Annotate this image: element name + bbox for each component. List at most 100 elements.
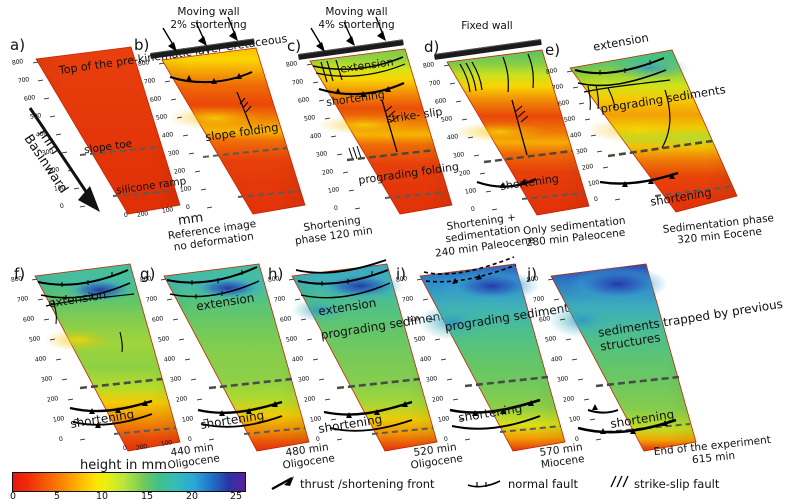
panel-f-normal-fault-ticks-2: [65, 293, 93, 300]
panel-h-normal-fault-1: [295, 259, 387, 274]
panel-j-slope-toe: [595, 375, 680, 388]
panel-d-strike-slip-line: [511, 99, 528, 156]
panel-f-normal-fault-ticks-1: [61, 272, 113, 287]
panel-g-normal-fault-1: [166, 266, 258, 284]
panel-g-thrust-front: [197, 400, 283, 415]
panel-d-toplabel: Fixed wall: [461, 20, 513, 32]
panel-d-thrust-teeth: [500, 179, 527, 188]
panel-e-thrust-front: [599, 171, 679, 185]
silicone-ramp-line: [112, 190, 175, 197]
panel-g-silicone-ramp: [243, 427, 306, 435]
panel-f-normal-fault-1: [37, 269, 129, 286]
panel-letter-j: j): [527, 265, 538, 283]
panel-g-normal-fault-ticks-1: [191, 270, 243, 285]
panel-i-slope-toe: [464, 375, 549, 388]
strike-slip-fault-icon: [610, 475, 629, 488]
colorbar: [12, 472, 246, 492]
panel-e-normal-fault-2: [577, 69, 667, 87]
panel-j[interactable]: [0, 250, 800, 504]
panel-i[interactable]: [0, 250, 640, 504]
panel-b-slope-toe: [202, 147, 288, 158]
panel-i-thrust-teeth: [472, 400, 534, 416]
panel-letter-a: a): [10, 36, 26, 54]
panel-f-antithetic-2: [119, 331, 123, 353]
normal-fault-icon: [467, 480, 501, 488]
legend-label-normal: normal fault: [508, 477, 579, 491]
panel-i-thrust-teeth-top: [452, 274, 482, 284]
panel-c[interactable]: [0, 0, 470, 250]
panel-e[interactable]: [0, 0, 800, 250]
panel-g-thrust-teeth: [219, 401, 278, 416]
panel-j-thrust-front-2: [587, 409, 619, 414]
panel-d-strike-slip-ticks: [514, 105, 529, 123]
panel-c-strike-slip-lower: [348, 145, 362, 161]
panel-c-normal-fault-1: [312, 56, 404, 70]
panel-a[interactable]: [0, 0, 230, 250]
panel-f-silicone-ramp: [113, 427, 177, 435]
panel-letter-c: c): [287, 37, 302, 55]
panel-letter-h: h): [268, 265, 284, 283]
panel-h-normal-fault-ticks: [321, 271, 373, 286]
panel-g-thrust-front-2: [201, 415, 283, 428]
legend-label-thrust: thrust /shortening front: [300, 477, 435, 491]
panel-e-thrust-teeth: [622, 173, 675, 187]
panel-f-thrust-front-2: [72, 413, 153, 426]
panel-e-silicone-ramp: [654, 186, 731, 197]
panel-h-thrust-front: [323, 400, 413, 416]
panel-g-normal-fault-ticks-2: [195, 291, 223, 299]
panel-g-normal-fault-2: [169, 280, 260, 298]
panel-d-fault-set: [459, 53, 534, 93]
panel-f[interactable]: [0, 250, 250, 504]
panel-e-antithetic-faults: [587, 84, 616, 111]
panel-c-toplabel: Moving wall 4% shortening: [318, 6, 395, 31]
panel-b-thrust-front: [169, 71, 253, 84]
panel-c-thrust-front: [318, 81, 405, 96]
panel-c-strike-slip-marks: [320, 59, 343, 83]
panel-h[interactable]: [0, 250, 500, 504]
panel-e-fault-line: [661, 89, 671, 149]
panel-letter-i: i): [396, 265, 407, 283]
colorbar-title: height in mm: [80, 458, 167, 473]
panel-e-normal-fault-3: [583, 79, 671, 93]
panel-i-normal-fault-1: [423, 256, 515, 275]
slope-toe-line: [79, 146, 161, 156]
panel-j-thrust-tooth-2: [592, 404, 598, 410]
panel-h-thrust-teeth: [346, 401, 408, 418]
panel-f-thrust-front-1: [69, 399, 153, 413]
panel-c-silicone-ramp: [384, 191, 447, 199]
panel-h-slope-toe: [336, 377, 421, 390]
panel-a-shading: [36, 47, 180, 214]
panel-f-thrust-teeth-2: [95, 422, 101, 428]
thrust-fault-icon: [271, 476, 294, 491]
panel-e-slope-toe: [607, 139, 713, 158]
panel-f-antithetic-1: [52, 299, 57, 325]
panel-h-normal-fault-3: [300, 282, 391, 299]
legend-label-strike-slip: strike-slip fault: [634, 477, 720, 491]
panel-i-silicone-ramp: [499, 425, 562, 433]
panel-c-wall-arrows: [310, 16, 386, 52]
panel-j-shading: [551, 264, 696, 451]
panel-d-silicone-ramp: [521, 192, 584, 200]
panel-d-thrust-front: [476, 178, 537, 188]
panel-b[interactable]: [0, 0, 330, 250]
panel-h-thrust-front-2: [329, 419, 413, 432]
panel-b-strike-slip: [236, 91, 253, 131]
panel-f-normal-fault-2: [40, 282, 131, 299]
panel-g[interactable]: [0, 250, 380, 504]
panel-b-toplabel: Moving wall 2% shortening: [170, 6, 247, 31]
panel-e-normal-fault-1: [574, 57, 665, 75]
panel-letter-d: d): [424, 38, 440, 56]
panel-b-wall-arrows: [162, 16, 238, 52]
panel-c-shading: [310, 49, 452, 214]
panel-c-slope-toe: [346, 148, 436, 162]
panel-d-shading: [447, 50, 589, 215]
panel-h-silicone-ramp: [371, 427, 434, 435]
panel-c-thrust-teeth: [335, 86, 391, 97]
panel-b-shading: [162, 48, 305, 214]
panel-d[interactable]: [0, 0, 620, 250]
panel-i-thrust-front-2: [451, 415, 541, 430]
panel-c-normal-fault-2: [315, 63, 406, 77]
panel-h-normal-fault-2: [297, 269, 389, 285]
panel-g-slope-toe: [208, 377, 293, 390]
